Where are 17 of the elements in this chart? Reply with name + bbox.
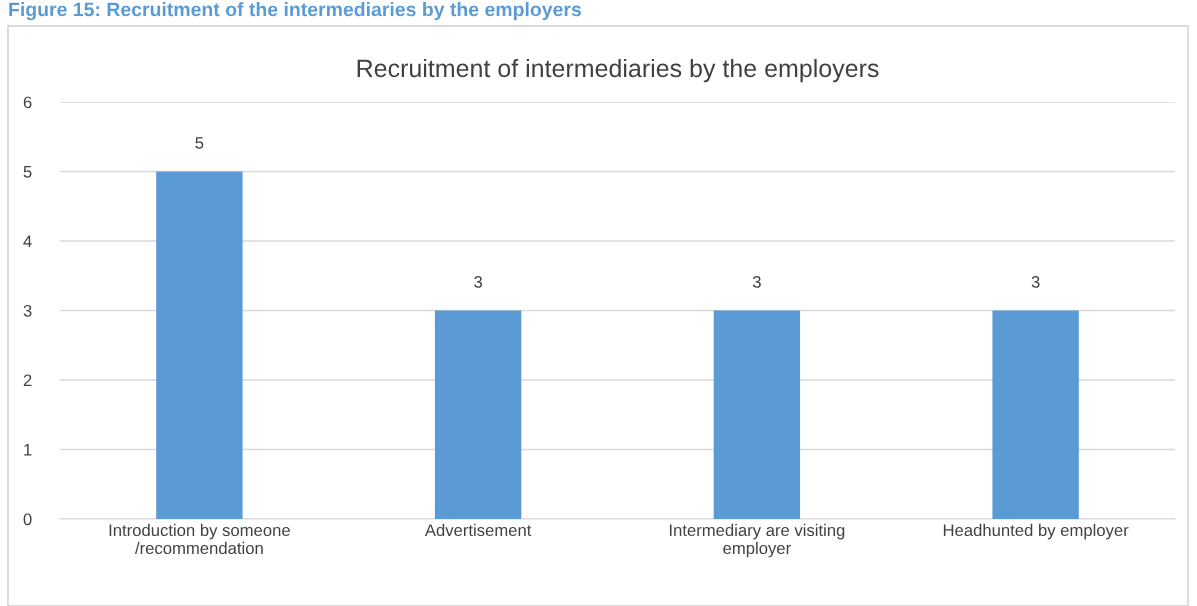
y-tick-label: 5: [23, 166, 32, 178]
chart-title: Recruitment of intermediaries by the employers: [357, 58, 879, 83]
x-tick-label: Introduction by someone /recommendation: [109, 523, 290, 555]
y-tick-label: 3: [23, 304, 32, 317]
caption: Figure 15: Recruitment of the intermediaries by the employers: [9, 2, 581, 21]
x-tick-label: Intermediary are visiting employer: [669, 523, 845, 558]
data-label: 5: [195, 137, 204, 149]
y-tick-label: 6: [23, 96, 32, 109]
y-tick-label: 2: [23, 374, 32, 387]
data-label: 3: [752, 275, 761, 288]
data-label: 3: [474, 275, 483, 288]
x-tick-label: Headhunted by employer: [943, 523, 1129, 540]
y-tick-label: 1: [24, 444, 32, 456]
x-tick-label: Advertisement: [424, 523, 532, 537]
data-label: 3: [1031, 275, 1040, 288]
y-tick-label: 0: [23, 513, 32, 526]
y-tick-label: 4: [23, 235, 32, 248]
